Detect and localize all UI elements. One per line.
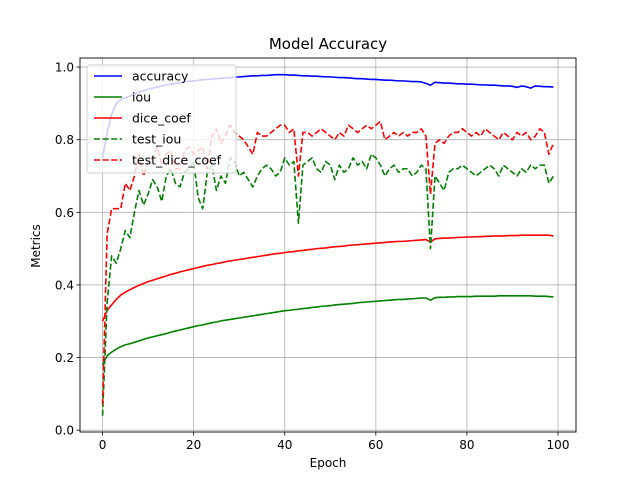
chart-title: Model Accuracy [269, 35, 387, 53]
series-line-test-iou [101, 153, 555, 416]
x-axis-label: Epoch [310, 456, 347, 470]
grid [80, 58, 576, 432]
y-axis-label: Metrics [29, 224, 43, 268]
y-tick-label: 0.6 [55, 206, 74, 220]
y-tick-label: 0.2 [55, 351, 74, 365]
y-tick-label: 0.0 [55, 424, 74, 438]
x-tick-label: 20 [186, 438, 201, 452]
y-tick-label: 0.8 [55, 133, 74, 147]
legend-box [86, 64, 237, 174]
ticks: 0 20 40 60 80 100 0.0 0.2 0.4 0.6 0.8 1.0 [55, 61, 570, 452]
x-tick-label: 0 [99, 438, 107, 452]
x-tick-label: 80 [459, 438, 474, 452]
axes-frame [79, 57, 577, 433]
legend-label: dice_coef [132, 111, 191, 126]
legend-label: test_dice_coef [132, 153, 222, 168]
x-tick-label: 40 [277, 438, 292, 452]
x-tick-label: 100 [547, 438, 570, 452]
series-line-dice-coef [101, 234, 554, 322]
legend: accuracy iou dice_coef test_iou test_dice_co… [86, 64, 237, 174]
x-tick-label: 60 [368, 438, 383, 452]
legend-label: accuracy [132, 69, 189, 84]
y-tick-label: 1.0 [55, 61, 74, 75]
y-tick-label: 0.4 [55, 278, 74, 292]
series-line-iou [101, 295, 554, 366]
legend-label: test_iou [132, 132, 181, 147]
legend-label: iou [132, 90, 151, 105]
